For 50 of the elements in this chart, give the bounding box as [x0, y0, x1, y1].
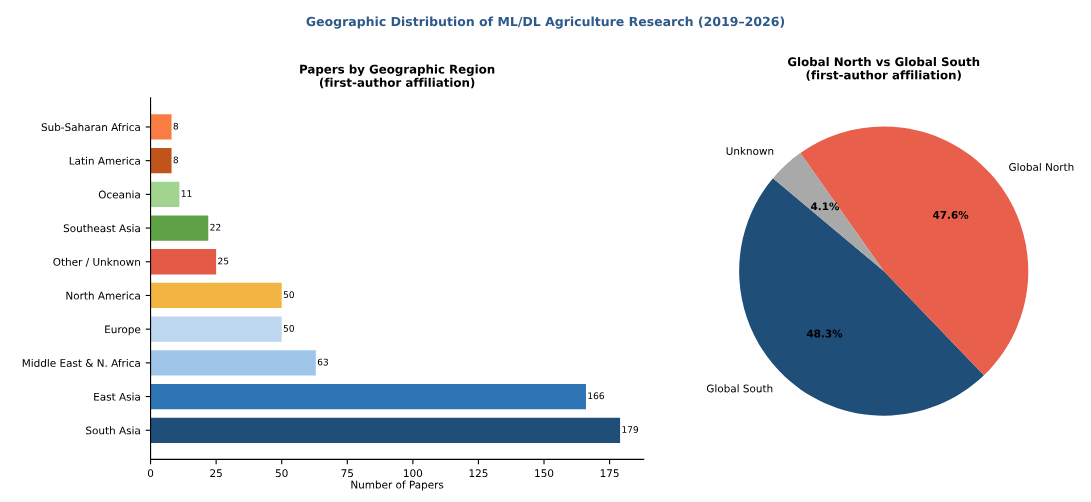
- data-label: 166: [588, 392, 605, 400]
- chart-title: Papers by Geographic Region (first-author affiliation): [300, 64, 495, 89]
- x-tick-label: 0: [147, 469, 154, 478]
- bar: [150, 316, 282, 342]
- data-label: 179: [622, 426, 639, 433]
- y-tick-label: Latin America: [69, 156, 140, 165]
- bar: [150, 148, 172, 174]
- text: Geographic Distribution of ML/DL Agriculture Research (2019–2026): [306, 16, 785, 29]
- slice-label: Unknown: [726, 146, 774, 155]
- bar: [150, 114, 172, 140]
- y-tick-label: Sub-Saharan Africa: [41, 123, 140, 132]
- slice-label: Global North: [1009, 162, 1074, 171]
- y-tick-label: Other / Unknown: [53, 257, 140, 267]
- x-tick-label: 75: [341, 469, 353, 478]
- chart-title: Global North vs Global South (first-author affiliation): [787, 57, 980, 81]
- bar: [150, 383, 586, 410]
- data-label: 22: [210, 223, 221, 231]
- y-tick-label: North America: [66, 291, 140, 300]
- x-tick-label: 25: [210, 469, 222, 478]
- data-label: 48.3%: [806, 329, 843, 338]
- x-tick-label: 150: [535, 469, 554, 478]
- y-tick-label: East Asia: [94, 392, 140, 401]
- x-tick-label: 100: [404, 469, 423, 478]
- x-axis-title: Number of Papers: [351, 480, 444, 491]
- data-label: 50: [283, 291, 294, 299]
- bar: [150, 417, 621, 443]
- pie-slice: [772, 153, 884, 272]
- data-label: 11: [181, 190, 192, 197]
- data-label: 50: [283, 324, 294, 332]
- bar: [150, 249, 217, 275]
- data-label: 47.6%: [932, 210, 969, 219]
- bar: [150, 181, 180, 207]
- x-tick-label: 175: [600, 469, 619, 478]
- y-tick-label: South Asia: [86, 426, 140, 435]
- bar: [150, 282, 282, 309]
- bar: [150, 350, 316, 376]
- data-label: 8: [173, 122, 179, 130]
- data-label: 63: [317, 358, 328, 366]
- data-label: 8: [173, 156, 179, 164]
- y-tick-label: Oceania: [98, 190, 140, 199]
- x-tick-label: 125: [469, 469, 488, 478]
- bar: [150, 215, 209, 241]
- data-label: 25: [218, 257, 229, 265]
- data-label: 4.1%: [811, 202, 840, 211]
- y-tick-label: Middle East & N. Africa: [22, 358, 140, 367]
- slice-label: Global South: [706, 384, 773, 393]
- y-tick-label: Southeast Asia: [63, 224, 140, 233]
- x-tick-label: 50: [275, 469, 288, 478]
- pie-slice: [739, 178, 984, 416]
- y-tick-label: Europe: [105, 325, 141, 336]
